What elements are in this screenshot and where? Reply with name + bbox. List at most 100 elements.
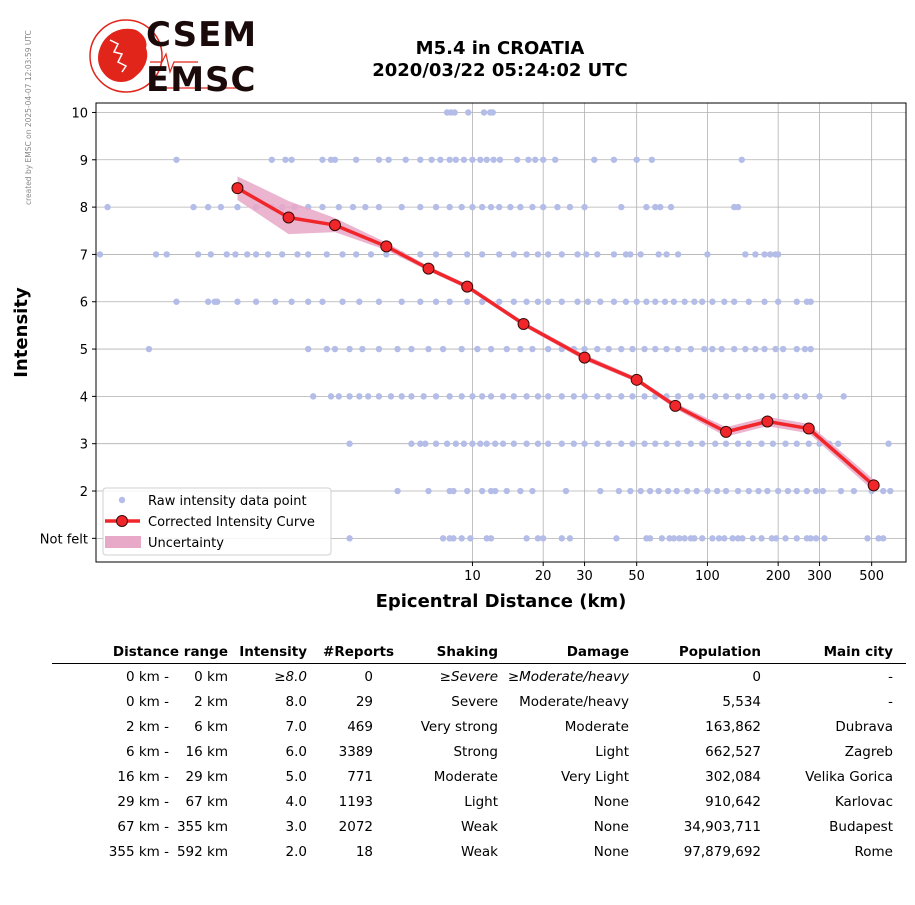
raw-data-point — [517, 487, 524, 495]
x-tick-label: 20 — [535, 569, 552, 584]
cell-damage: Light — [595, 744, 629, 760]
raw-data-point — [782, 393, 789, 400]
raw-data-point — [807, 345, 814, 353]
raw-data-point — [819, 487, 827, 495]
cell-population: 163,862 — [705, 719, 761, 735]
col-population: Population — [678, 644, 761, 660]
raw-data-point — [499, 393, 507, 400]
y-tick-label: 10 — [71, 106, 88, 121]
raw-data-point — [663, 345, 670, 353]
raw-data-point — [432, 251, 440, 258]
raw-data-point — [469, 156, 476, 163]
raw-data-point — [558, 440, 565, 447]
curve-marker — [669, 399, 682, 412]
raw-data-point — [648, 156, 656, 163]
legend-curve-marker — [116, 515, 128, 527]
raw-data-point — [346, 440, 353, 447]
x-tick-label: 30 — [576, 569, 593, 584]
raw-data-point — [652, 298, 659, 305]
raw-data-point — [718, 345, 725, 353]
raw-data-point — [722, 440, 730, 447]
col-intensity: Intensity — [239, 644, 307, 660]
raw-data-point — [722, 393, 730, 400]
raw-data-point — [268, 156, 276, 163]
curve-marker — [380, 240, 393, 253]
raw-data-point — [483, 156, 490, 163]
raw-data-point — [618, 345, 625, 353]
chart-title-line1: M5.4 in CROATIA — [415, 38, 585, 59]
raw-data-point — [446, 203, 453, 211]
raw-data-point — [173, 298, 180, 305]
raw-data-point — [698, 393, 706, 400]
raw-data-point — [597, 298, 604, 305]
raw-data-point — [362, 203, 369, 211]
cell-dist-from: 6 km - — [125, 744, 169, 760]
cell-dist-from: 16 km - — [117, 769, 169, 785]
raw-data-point — [562, 487, 570, 495]
raw-data-point — [850, 487, 858, 495]
raw-data-point — [745, 298, 752, 305]
raw-data-point — [464, 298, 471, 305]
csem-emsc-logo: CSEM EMSC — [88, 15, 258, 100]
x-tick-label: 10 — [464, 569, 481, 584]
raw-data-point — [840, 393, 847, 400]
raw-data-point — [425, 345, 432, 353]
raw-data-point — [646, 535, 654, 542]
raw-data-point — [761, 298, 768, 305]
y-tick-label: 2 — [80, 485, 88, 500]
raw-data-point — [745, 487, 752, 495]
raw-data-point — [742, 251, 749, 258]
cell-damage: Moderate — [564, 719, 629, 735]
raw-data-point — [492, 440, 499, 447]
raw-data-point — [496, 203, 503, 211]
raw-data-point — [772, 345, 779, 353]
raw-data-point — [288, 156, 295, 163]
raw-data-point — [605, 345, 612, 353]
raw-data-point — [729, 535, 736, 542]
raw-data-point — [782, 440, 789, 447]
raw-data-point — [670, 535, 678, 542]
raw-data-point — [432, 393, 440, 400]
cell-damage: None — [593, 844, 629, 860]
cell-dist-from: 67 km - — [117, 819, 169, 835]
raw-data-point — [734, 440, 742, 447]
raw-data-point — [375, 393, 383, 400]
x-tick-label: 100 — [695, 569, 720, 584]
raw-data-point — [145, 345, 153, 353]
raw-data-point — [294, 251, 301, 258]
raw-data-point — [446, 393, 453, 400]
raw-data-point — [387, 393, 395, 400]
raw-data-point — [335, 203, 343, 211]
raw-data-point — [652, 440, 659, 447]
raw-data-point — [477, 156, 484, 163]
curve-marker — [867, 479, 880, 492]
legend-entry: Raw intensity data point — [148, 494, 307, 509]
raw-data-point — [458, 345, 465, 353]
cell-city: - — [888, 669, 893, 685]
curve-marker — [761, 415, 774, 428]
table-row: 16 km - 29 km 5.0 771 Moderate Very Light 302,… — [52, 765, 906, 790]
raw-data-point — [629, 345, 636, 353]
legend-entry: Corrected Intensity Curve — [148, 515, 315, 530]
cell-intensity: 2.0 — [285, 844, 307, 860]
raw-data-point — [709, 535, 716, 542]
raw-data-point — [646, 487, 654, 495]
raw-data-point — [346, 535, 353, 542]
raw-data-point — [691, 535, 698, 542]
raw-data-point — [394, 487, 401, 495]
raw-data-point — [480, 109, 488, 116]
raw-data-point — [597, 487, 604, 495]
raw-data-point — [398, 393, 405, 400]
cell-dist-to: 67 km — [185, 794, 228, 810]
raw-data-point — [570, 393, 578, 400]
x-tick-label: 300 — [807, 569, 832, 584]
curve-marker — [720, 425, 733, 438]
raw-data-point — [670, 298, 678, 305]
chart-legend: Raw intensity data point Corrected Intens… — [102, 487, 332, 556]
curve-marker — [461, 280, 474, 293]
cell-intensity: 6.0 — [285, 744, 307, 760]
table-header: Distance range Intensity #Reports Shakin… — [52, 640, 906, 665]
cell-dist-from: 0 km - — [125, 669, 169, 685]
raw-data-point — [104, 203, 111, 211]
raw-data-point — [204, 298, 212, 305]
